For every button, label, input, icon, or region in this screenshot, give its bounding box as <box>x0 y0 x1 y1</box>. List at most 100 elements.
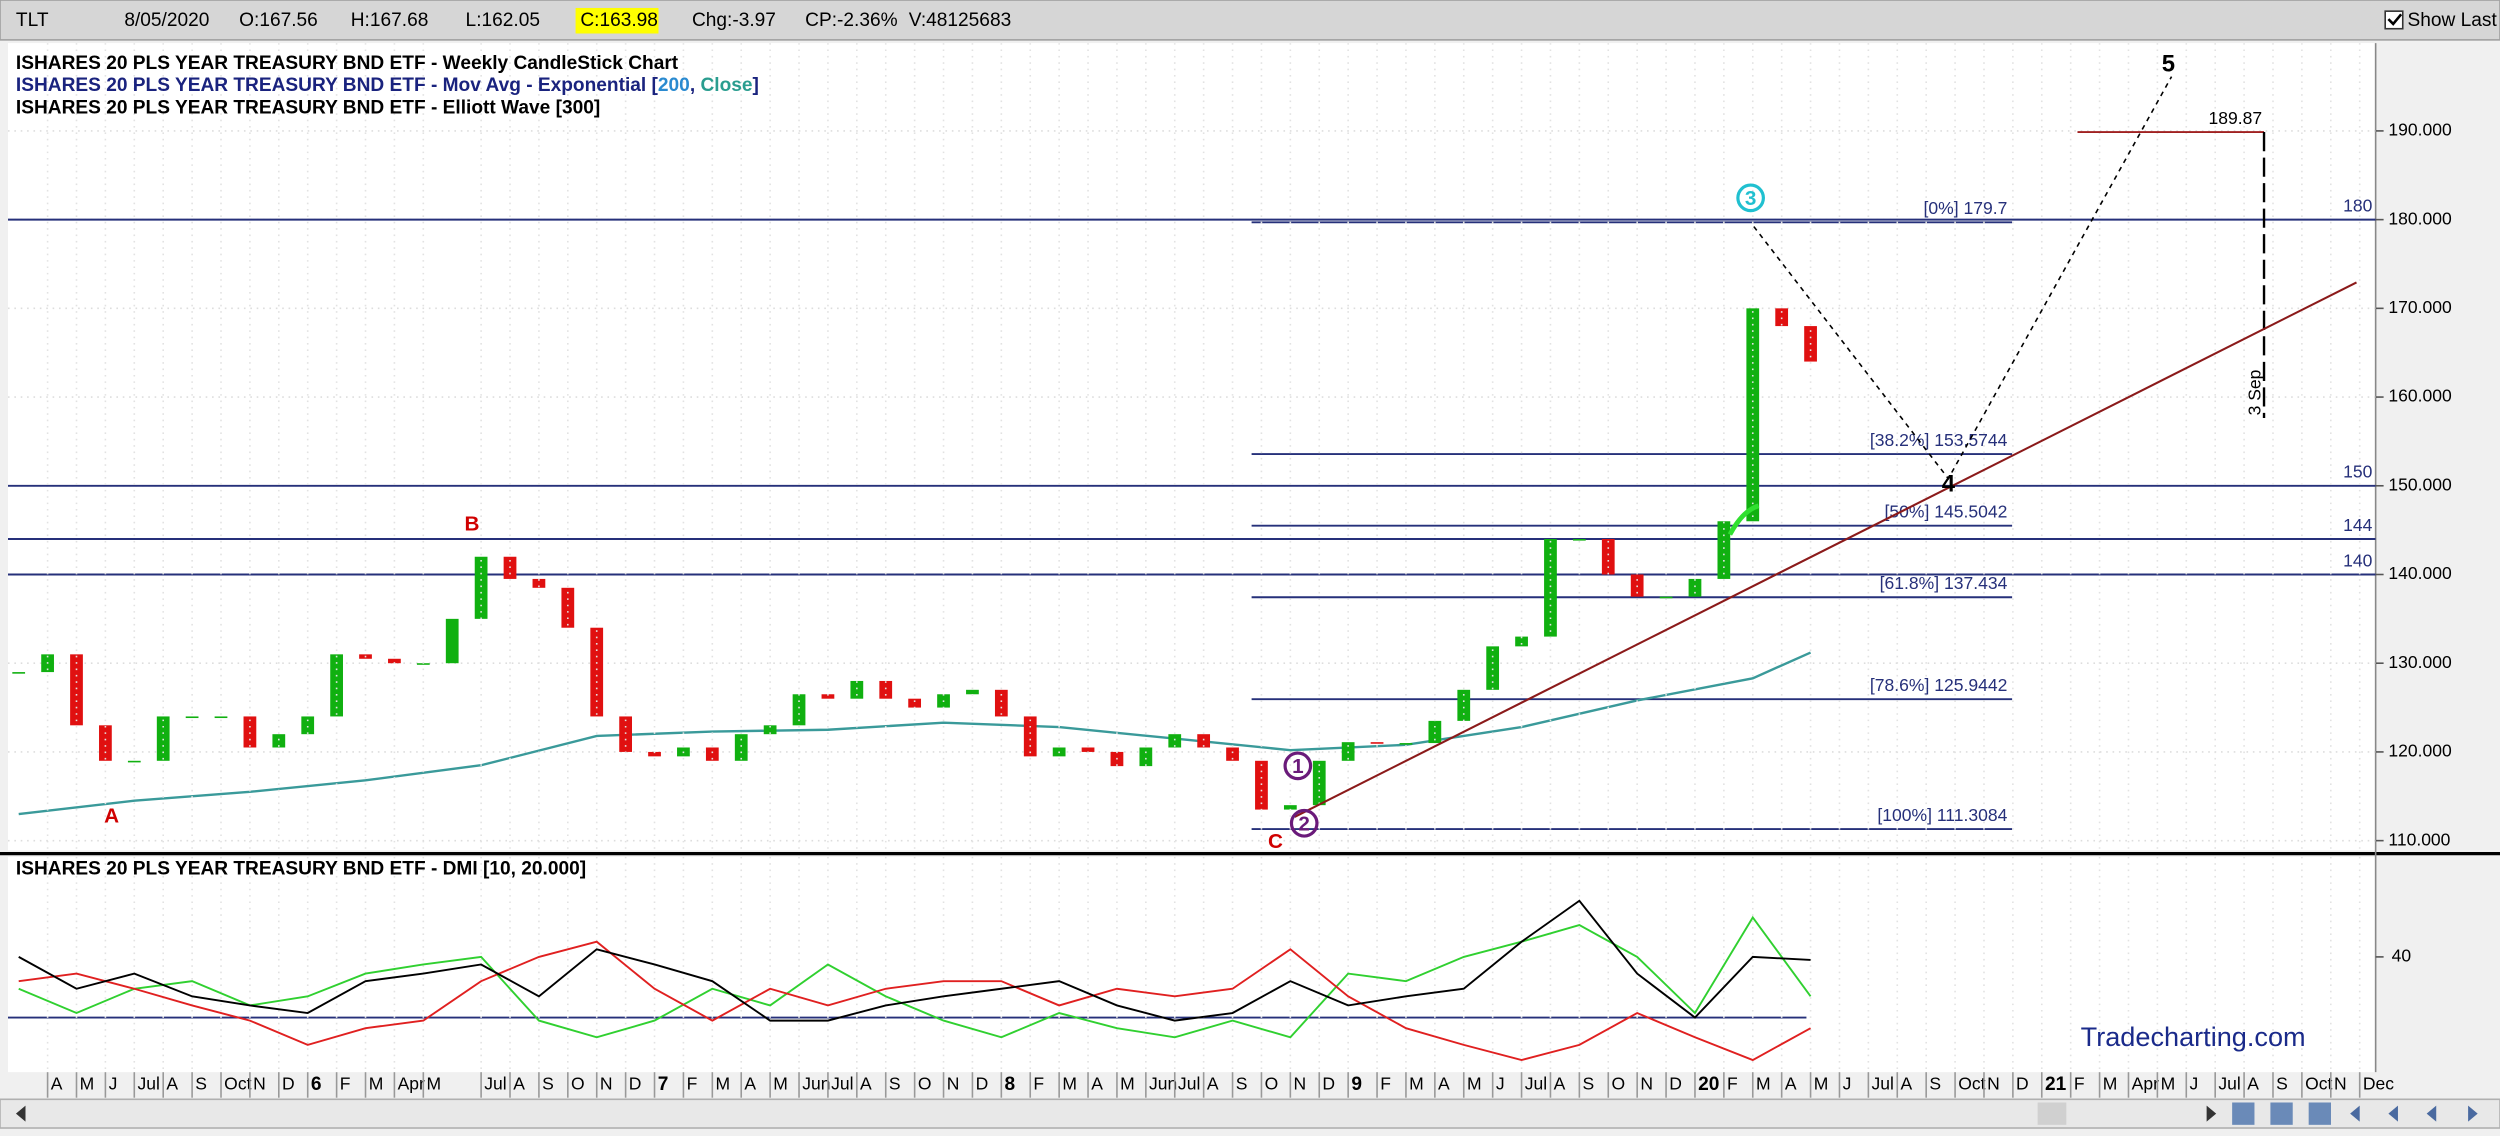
x-tick-label: J <box>1496 1074 1505 1094</box>
candle <box>1226 747 1239 761</box>
scroll-left[interactable] <box>15 1105 26 1122</box>
wave-label: 5 <box>2162 51 2175 78</box>
candle <box>1659 596 1673 599</box>
wave-label: C <box>1268 830 1283 853</box>
low: L:162.05 <box>466 10 540 31</box>
level-label: 144 <box>2343 515 2372 535</box>
wave-circle <box>1736 183 1765 213</box>
fib-label: [0%] 179.7 <box>1924 198 2008 218</box>
legend-part: ISHARES 20 PLS YEAR TREASURY BND ETF - M… <box>16 75 659 96</box>
x-tick-label: A <box>1438 1074 1450 1094</box>
x-tick-label: A <box>1785 1074 1797 1094</box>
wave-swoosh <box>1727 503 1760 536</box>
x-tick-label: A <box>166 1074 178 1094</box>
candle <box>474 556 488 619</box>
target-label: 189.87 <box>2209 108 2263 128</box>
x-tick-label: O <box>918 1074 932 1094</box>
y-tick-label: 130.000 <box>2388 652 2452 672</box>
candle <box>532 578 546 588</box>
legend-elliott: ISHARES 20 PLS YEAR TREASURY BND ETF - E… <box>16 98 600 119</box>
x-tick-label: Jul <box>831 1074 853 1094</box>
candle <box>1023 716 1037 757</box>
x-tick-label: Jul <box>1872 1074 1894 1094</box>
x-tick-label: N <box>1294 1074 1307 1094</box>
x-tick-label: M <box>716 1074 731 1094</box>
x-tick-label: M <box>1756 1074 1771 1094</box>
candle <box>792 694 806 726</box>
candle <box>272 734 286 748</box>
y-tick-label: 170.000 <box>2388 297 2452 317</box>
x-tick-label: F <box>1727 1074 1738 1094</box>
show-last[interactable]: Show Last <box>2408 10 2498 31</box>
candle <box>1486 646 1500 690</box>
x-tick-label: M <box>427 1074 442 1094</box>
x-tick-label: A <box>513 1074 525 1094</box>
x-tick-label: M <box>2103 1074 2118 1094</box>
scroll-right[interactable] <box>2206 1105 2217 1122</box>
legend-candles: ISHARES 20 PLS YEAR TREASURY BND ETF - W… <box>16 53 679 74</box>
x-tick-label: S <box>1583 1074 1595 1094</box>
candle <box>70 654 83 726</box>
legend-ema: ISHARES 20 PLS YEAR TREASURY BND ETF - M… <box>16 75 759 96</box>
candle <box>1515 636 1528 647</box>
x-tick-label: J <box>2189 1074 2198 1094</box>
toolbar-button[interactable] <box>2270 1102 2293 1125</box>
scrollbar[interactable] <box>0 1098 2500 1129</box>
x-tick-label: 7 <box>658 1074 669 1095</box>
candle <box>1428 720 1442 744</box>
toolbar-button[interactable] <box>2308 1102 2331 1125</box>
toolbar-button[interactable] <box>2232 1102 2255 1125</box>
date: 8/05/2020 <box>124 10 209 31</box>
wave-circle <box>1289 808 1319 838</box>
high: H:167.68 <box>351 10 429 31</box>
x-tick-label: A <box>1207 1074 1219 1094</box>
x-tick-label: M <box>1120 1074 1135 1094</box>
wave-label: 3 <box>1745 187 1757 210</box>
x-tick-label: A <box>860 1074 872 1094</box>
wave-label: 4 <box>1942 470 1956 497</box>
checkbox[interactable] <box>2384 10 2404 30</box>
x-tick-label: 8 <box>1005 1074 1016 1095</box>
x-tick-label: N <box>947 1074 960 1094</box>
x-tick-label: O <box>1265 1074 1279 1094</box>
open: O:167.56 <box>239 10 318 31</box>
x-tick-label: A <box>1900 1074 1912 1094</box>
x-tick-label: Oct <box>2305 1074 2332 1094</box>
x-tick-label: M <box>1409 1074 1424 1094</box>
y-tick-label: 190.000 <box>2388 120 2452 140</box>
x-tick-label: Jul <box>137 1074 159 1094</box>
candle <box>619 716 632 752</box>
x-tick-label: J <box>109 1074 118 1094</box>
x-tick-label: S <box>1236 1074 1248 1094</box>
change-pct: CP:-2.36% <box>805 10 897 31</box>
candle <box>445 618 459 664</box>
candle <box>1544 539 1557 637</box>
x-tick-label: M <box>1062 1074 1077 1094</box>
y-tick-label: 120.000 <box>2388 741 2452 761</box>
checkmark <box>2387 13 2403 26</box>
dmi-line <box>18 915 1812 1039</box>
candle <box>1139 747 1153 767</box>
candle <box>1370 742 1384 744</box>
x-tick-label: Jul <box>484 1074 506 1094</box>
level-label: 140 <box>2343 550 2372 570</box>
level-label: 150 <box>2343 462 2372 482</box>
volume: V:48125683 <box>909 10 1011 31</box>
candle <box>1197 734 1211 748</box>
wave-label: B <box>464 512 479 535</box>
x-tick-label: F <box>687 1074 698 1094</box>
y-tick-label: 150.000 <box>2388 474 2452 494</box>
x-tick-label: J <box>1843 1074 1852 1094</box>
price-panel <box>7 43 2376 851</box>
x-tick-label: A <box>744 1074 756 1094</box>
x-tick-label: D <box>629 1074 642 1094</box>
x-tick-label: N <box>1987 1074 2000 1094</box>
x-tick-label: S <box>1929 1074 1941 1094</box>
candle <box>1312 760 1326 806</box>
fib-label: [61.8%] 137.434 <box>1880 573 2008 593</box>
y-tick-label: 160.000 <box>2388 386 2452 406</box>
wave-label: 2 <box>1298 812 1310 835</box>
candle <box>1572 539 1586 541</box>
scroll-thumb[interactable] <box>2037 1102 2067 1125</box>
x-tick-label: Apr <box>398 1074 425 1094</box>
